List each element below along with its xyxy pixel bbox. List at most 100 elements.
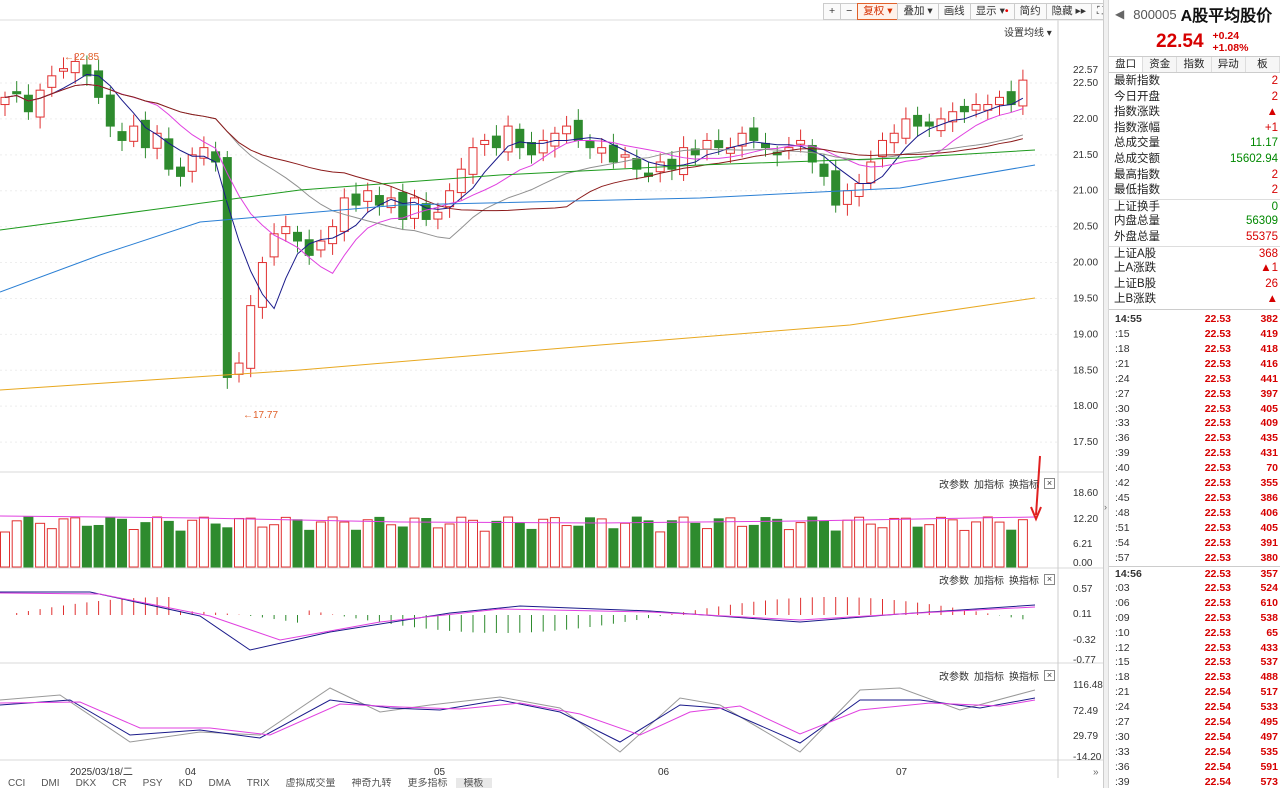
panel-tab[interactable]: 盘口 bbox=[1109, 57, 1144, 72]
prev-arrow-icon[interactable]: ◀ bbox=[1115, 7, 1125, 21]
candle bbox=[842, 190, 852, 205]
indicator-tab[interactable]: DKX bbox=[75, 778, 97, 788]
kdj-add-button[interactable]: 加指标 bbox=[974, 672, 1004, 683]
tick-time: :21 bbox=[1115, 686, 1130, 699]
indicator-tab[interactable]: 虚拟成交量 bbox=[285, 778, 336, 788]
close-icon[interactable]: × bbox=[1044, 670, 1055, 681]
candle bbox=[971, 104, 981, 111]
close-icon[interactable]: × bbox=[1044, 478, 1055, 489]
tick-time: :18 bbox=[1115, 342, 1130, 355]
tick-time: :24 bbox=[1115, 372, 1130, 385]
tick-price: 22.53 bbox=[1204, 611, 1231, 624]
candle bbox=[667, 158, 677, 170]
indicator-tab[interactable]: KD bbox=[178, 778, 193, 788]
tick-volume: 433 bbox=[1260, 641, 1278, 654]
hide-button[interactable]: 隐藏 ▸▸ bbox=[1045, 2, 1093, 20]
zoom-in-button[interactable]: + bbox=[823, 2, 842, 20]
splitter[interactable]: › bbox=[1103, 0, 1108, 788]
indicator-tab[interactable]: 神奇九转 bbox=[351, 778, 392, 788]
volume-bar bbox=[643, 520, 654, 568]
candle bbox=[901, 118, 911, 139]
fuquan-button[interactable]: 复权 ▾ bbox=[857, 2, 899, 20]
indicator-tab[interactable]: PSY bbox=[142, 778, 163, 788]
ma-setting-button[interactable]: 设置均线 ▾ bbox=[1004, 28, 1052, 39]
macd-swap-button[interactable]: 换指标 bbox=[1009, 576, 1039, 587]
candle bbox=[491, 135, 501, 149]
price-row: 22.54 +0.24 +1.08% bbox=[1109, 28, 1280, 56]
quote-value: ▲1 bbox=[1260, 262, 1278, 275]
macd-params-button[interactable]: 改参数 bbox=[939, 576, 969, 587]
d-line bbox=[0, 699, 1036, 736]
tick-row: :21 22.54 517 bbox=[1109, 685, 1280, 700]
tick-row: :27 22.53 397 bbox=[1109, 387, 1280, 402]
panel-tab[interactable]: 异动 bbox=[1212, 57, 1246, 72]
candle bbox=[82, 64, 92, 77]
tick-price: 22.54 bbox=[1204, 775, 1231, 788]
indicator-tab[interactable]: 模板 bbox=[455, 778, 492, 788]
candle bbox=[304, 239, 314, 256]
simple-button[interactable]: 简约 bbox=[1013, 2, 1047, 20]
tick-row: :21 22.53 416 bbox=[1109, 357, 1280, 372]
tick-time: :51 bbox=[1115, 522, 1130, 535]
vol-swap-button[interactable]: 换指标 bbox=[1009, 480, 1039, 491]
tick-price: 22.53 bbox=[1204, 402, 1231, 415]
tick-volume: 357 bbox=[1260, 567, 1278, 580]
chart-area[interactable]: 22.57 22.50 22.00 21.50 21.00 20.50 20.00 19.50… bbox=[0, 0, 1111, 788]
tick-volume: 488 bbox=[1260, 671, 1278, 684]
indicator-tab[interactable]: DMI bbox=[41, 778, 60, 788]
tick-row: :12 22.53 433 bbox=[1109, 641, 1280, 656]
quote-value: 2 bbox=[1271, 184, 1278, 197]
ma60-line bbox=[0, 149, 1036, 231]
tick-time: :40 bbox=[1115, 462, 1130, 475]
kdj-tick-label: -14.20 bbox=[1073, 752, 1102, 763]
indicator-tab[interactable]: DMA bbox=[208, 778, 231, 788]
volume-bar bbox=[655, 531, 666, 568]
volume-bar bbox=[1017, 519, 1028, 568]
tick-price: 22.53 bbox=[1204, 581, 1231, 594]
tick-volume: 538 bbox=[1260, 611, 1278, 624]
tick-price: 22.53 bbox=[1204, 342, 1231, 355]
indicator-tab[interactable]: CR bbox=[112, 778, 127, 788]
zoom-out-button[interactable]: − bbox=[840, 2, 859, 20]
panel-tab[interactable]: 板 bbox=[1246, 57, 1280, 72]
volume-bar bbox=[163, 520, 174, 568]
last-price: 22.54 bbox=[1156, 31, 1204, 52]
kdj-swap-button[interactable]: 换指标 bbox=[1009, 672, 1039, 683]
tick-time: :10 bbox=[1115, 626, 1130, 639]
draw-button[interactable]: 画线 bbox=[937, 2, 971, 20]
panel-tab[interactable]: 指数 bbox=[1177, 57, 1212, 72]
tick-volume: 380 bbox=[1260, 551, 1278, 564]
volume-bar bbox=[959, 529, 970, 568]
tick-row: :33 22.54 535 bbox=[1109, 745, 1280, 760]
collapse-icon[interactable]: › bbox=[1104, 502, 1107, 512]
overlay-button[interactable]: 叠加 ▾ bbox=[897, 2, 939, 20]
vol-params-button[interactable]: 改参数 bbox=[939, 480, 969, 491]
tick-volume: 397 bbox=[1260, 387, 1278, 400]
close-icon[interactable]: × bbox=[1044, 574, 1055, 585]
tick-volume: 591 bbox=[1260, 761, 1278, 774]
tick-price: 22.53 bbox=[1204, 522, 1231, 535]
quote-label: 最新指数 bbox=[1114, 75, 1160, 87]
candle bbox=[199, 147, 209, 159]
vol-add-button[interactable]: 加指标 bbox=[974, 480, 1004, 491]
tick-time: :36 bbox=[1115, 432, 1130, 445]
indicator-tab[interactable]: 更多指标 bbox=[407, 778, 448, 788]
kdj-tools: 改参数 加指标 换指标 × bbox=[939, 668, 1055, 683]
candle bbox=[585, 140, 595, 149]
quote-row: 上证B股 26 bbox=[1109, 277, 1280, 293]
macd-add-button[interactable]: 加指标 bbox=[974, 576, 1004, 587]
display-button[interactable]: 显示 ▾• bbox=[969, 2, 1015, 20]
kdj-params-button[interactable]: 改参数 bbox=[939, 672, 969, 683]
vol-tools: 改参数 加指标 换指标 × bbox=[939, 476, 1055, 491]
tick-price: 22.53 bbox=[1204, 507, 1231, 520]
volume-bar bbox=[783, 529, 794, 568]
indicator-tab[interactable]: TRIX bbox=[246, 778, 270, 788]
indicator-tab[interactable]: CCI bbox=[8, 778, 26, 788]
panel-tab[interactable]: 资金 bbox=[1143, 57, 1178, 72]
volume-bar bbox=[175, 530, 186, 568]
kline-chart[interactable]: 22.57 22.50 22.00 21.50 21.00 20.50 20.00 19.50… bbox=[0, 0, 1103, 788]
volume-bar bbox=[865, 523, 876, 568]
tick-time: :15 bbox=[1115, 327, 1130, 340]
y-tick-label: 22.57 bbox=[1073, 65, 1098, 76]
tick-price: 22.53 bbox=[1204, 327, 1231, 340]
